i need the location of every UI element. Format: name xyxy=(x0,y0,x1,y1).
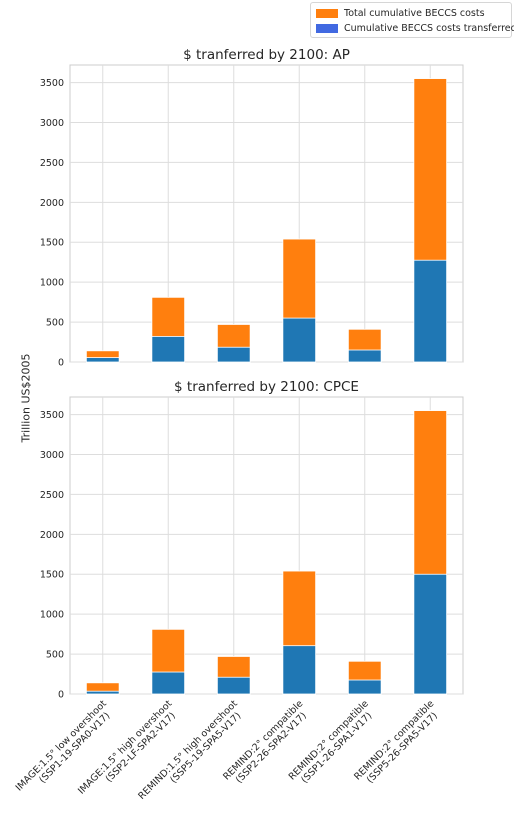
y-tick-label: 2000 xyxy=(40,198,64,209)
bar-transferred xyxy=(282,645,317,695)
bar-transferred xyxy=(413,573,448,695)
panel-ap: 0 500 1000 1500 2000 2500 3000 3500 $ tranferred… xyxy=(40,47,464,369)
x-tick-labels: IMAGE:1.5° low overshoot(SSP1-19-SPA0-V1… xyxy=(14,698,440,802)
legend: Total cumulative BECCS costs Cumulative … xyxy=(310,2,514,38)
y-tick-label: 500 xyxy=(46,650,64,661)
panel-title: $ tranferred by 2100: CPCE xyxy=(174,379,359,395)
bar-transferred xyxy=(151,336,186,363)
legend-entry-transferred: Cumulative BECCS costs transferred xyxy=(316,21,514,35)
y-tick-label: 2500 xyxy=(40,490,64,501)
bar-transferred xyxy=(282,317,317,363)
y-tick-label: 2500 xyxy=(40,158,64,169)
bar-transferred xyxy=(85,690,120,695)
y-tick-label: 1000 xyxy=(40,610,64,621)
plot-area xyxy=(69,396,464,695)
y-tick-label: 1500 xyxy=(40,238,64,249)
y-tick-label: 0 xyxy=(58,690,64,701)
bar-transferred xyxy=(347,349,382,363)
y-tick-label: 1000 xyxy=(40,278,64,289)
panel-cpce: 0 500 1000 1500 2000 2500 3000 3500 $ tranferred… xyxy=(40,379,464,701)
legend-label-total: Total cumulative BECCS costs xyxy=(344,7,485,19)
legend-swatch-transferred xyxy=(316,23,338,33)
x-tick-label-line2: (SSP5-26-SPA5-V17) xyxy=(365,710,440,785)
y-tick-label: 0 xyxy=(58,358,64,369)
y-tick-label: 3000 xyxy=(40,450,64,461)
bar-transferred xyxy=(413,259,448,363)
y-tick-label: 1500 xyxy=(40,570,64,581)
legend-label-transferred: Cumulative BECCS costs transferred xyxy=(344,22,514,34)
y-axis-label: Trillion US$2005 xyxy=(19,353,33,443)
bar-transferred xyxy=(151,671,186,695)
y-tick-label: 3500 xyxy=(40,78,64,89)
y-tick-label: 500 xyxy=(46,318,64,329)
bar-transferred xyxy=(347,679,382,695)
y-tick-label: 3000 xyxy=(40,118,64,129)
plot-area xyxy=(69,64,464,363)
y-tick-label: 3500 xyxy=(40,410,64,421)
x-tick-label: IMAGE:1.5° low overshoot(SSP1-19-SPA0-V1… xyxy=(14,698,117,801)
bar-transferred xyxy=(85,357,120,363)
bar-transferred xyxy=(216,346,251,363)
legend-swatch-total xyxy=(316,8,338,18)
y-tick-label: 2000 xyxy=(40,530,64,541)
panel-title: $ tranferred by 2100: AP xyxy=(183,47,350,63)
bar-transferred xyxy=(216,676,251,695)
legend-entry-total: Total cumulative BECCS costs xyxy=(316,6,485,20)
